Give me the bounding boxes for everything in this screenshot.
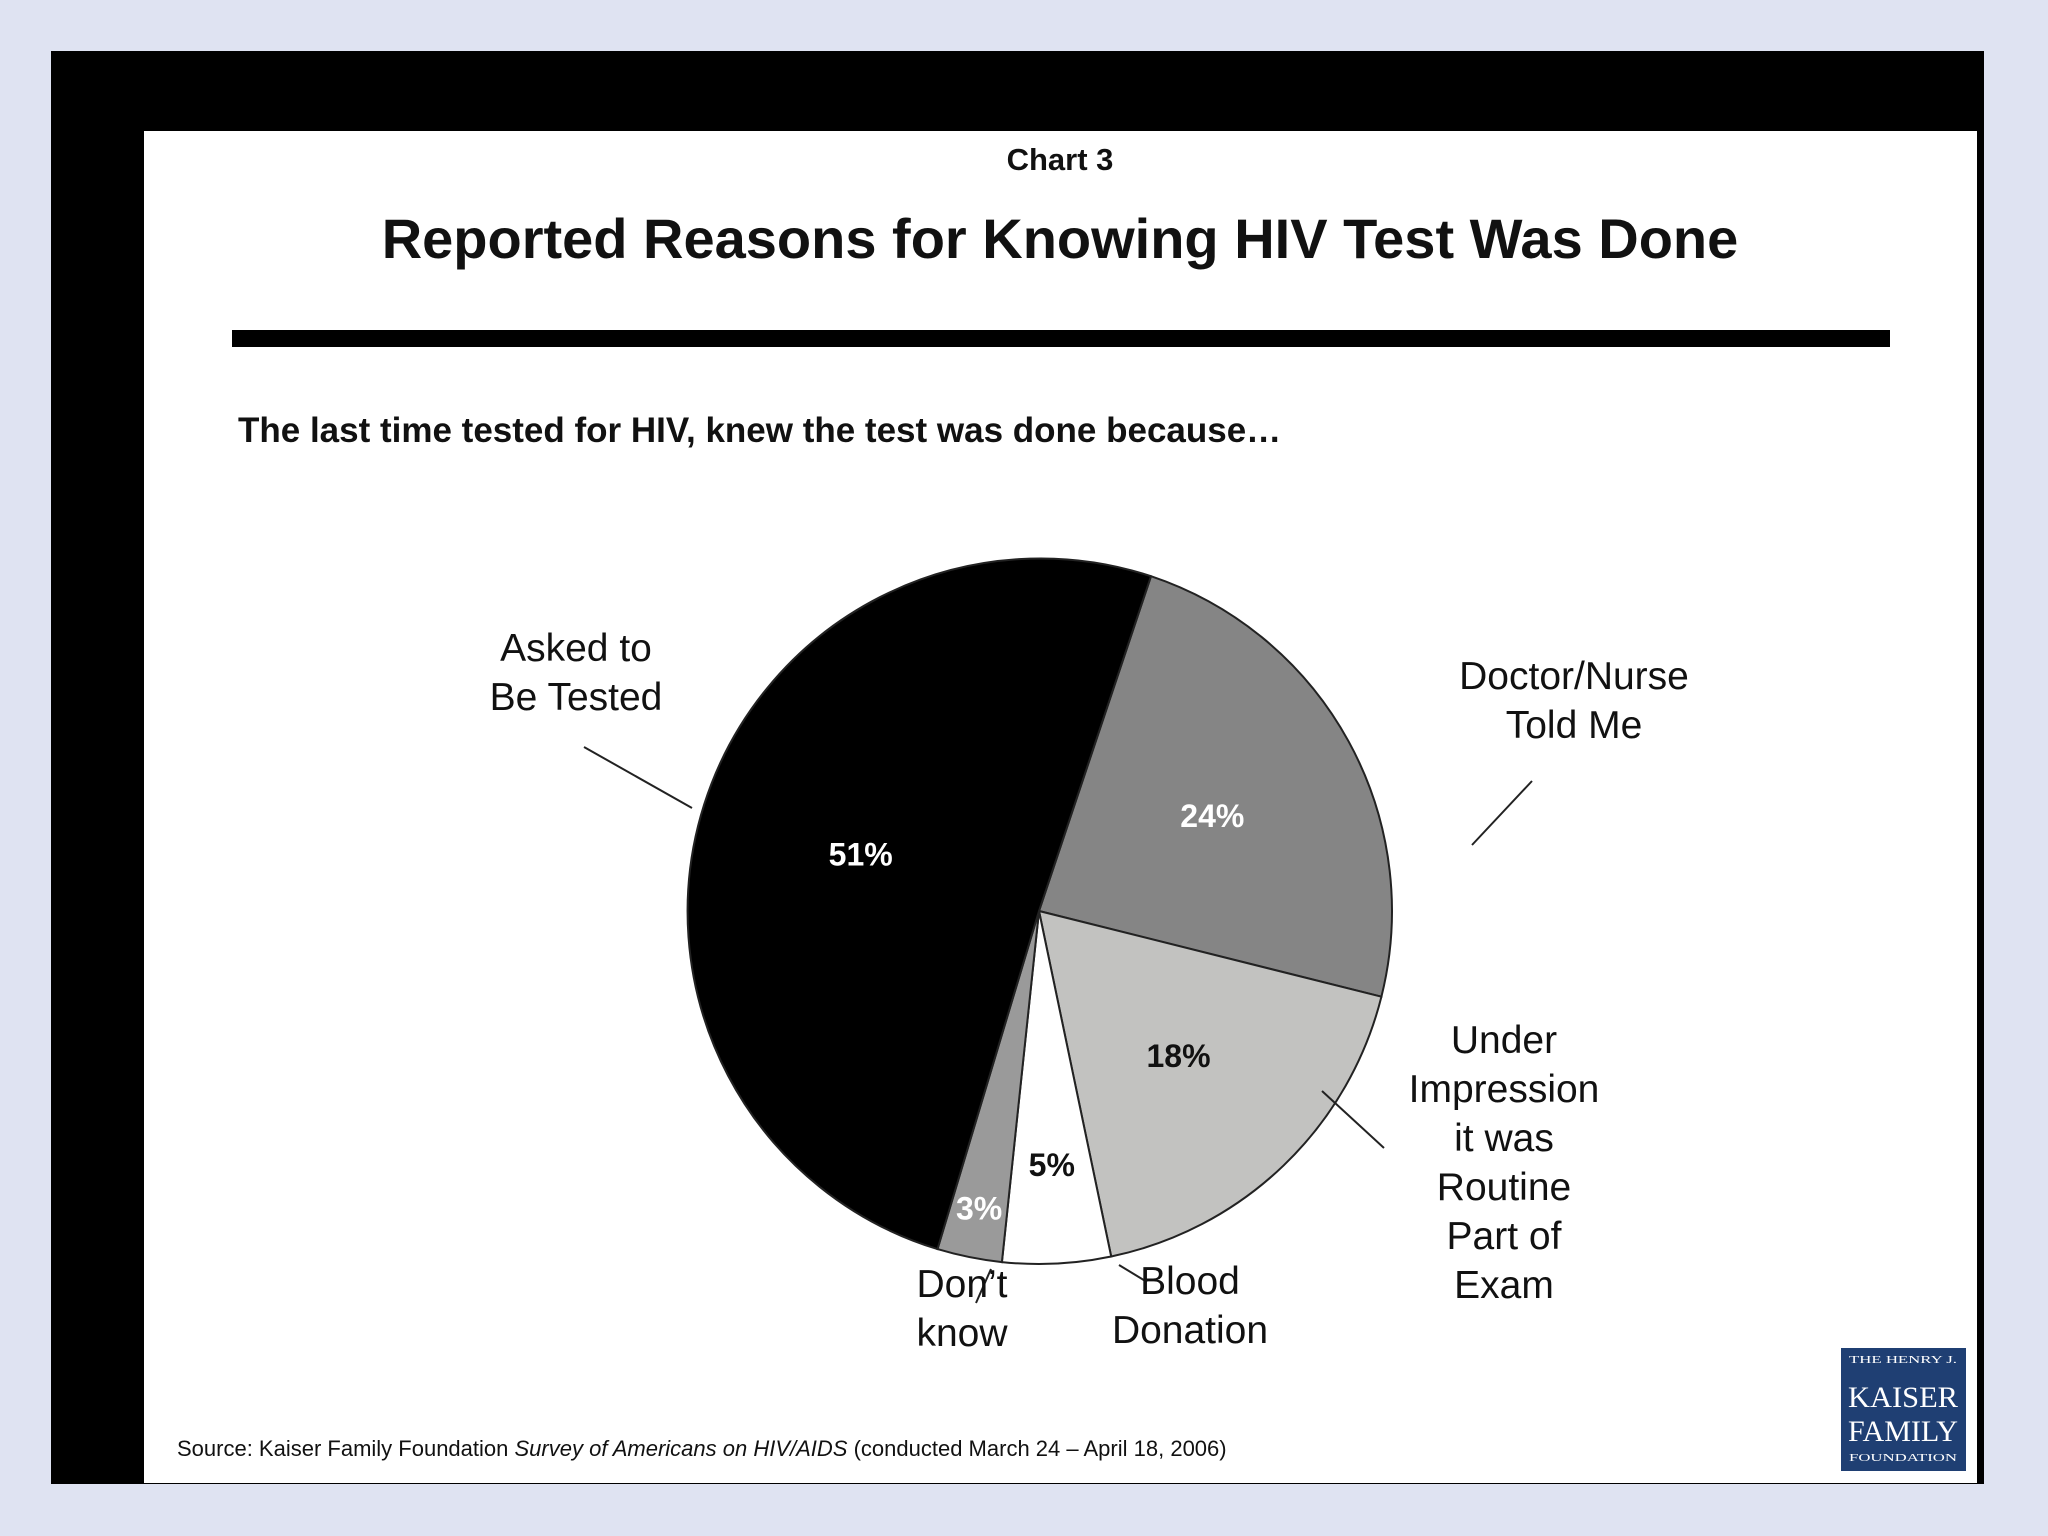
source-note: Source: Kaiser Family Foundation Survey … xyxy=(177,1436,1227,1461)
category-label-routine-exam: Under Impression it was Routine Part of Exam xyxy=(1409,1019,1600,1307)
title-rule xyxy=(232,330,1890,347)
category-label-line: Routine xyxy=(1437,1166,1571,1209)
category-label-line: Told Me xyxy=(1506,704,1643,747)
category-label-line: Part of xyxy=(1447,1215,1562,1258)
value-label-asked-to-be-tested: 51% xyxy=(829,836,893,872)
pie-slice-asked-to-be-tested xyxy=(686,557,1153,1251)
category-label-dont-know: Don’t know xyxy=(916,1263,1008,1355)
source-survey-title: Survey of Americans on HIV/AIDS xyxy=(515,1436,848,1461)
value-labels: 24% 18% 5% 3% 51% xyxy=(829,798,1245,1227)
logo-line: KAISER xyxy=(1848,1381,1958,1414)
value-label-doctor-nurse: 24% xyxy=(1180,798,1244,834)
value-label-dont-know: 3% xyxy=(956,1191,1002,1227)
source-prefix: Source: Kaiser Family Foundation xyxy=(177,1436,515,1461)
leader-line-doctor-nurse xyxy=(1471,780,1533,846)
chart-title: Reported Reasons for Knowing HIV Test Wa… xyxy=(382,207,1739,270)
category-label-line: Don’t xyxy=(916,1263,1007,1306)
value-label-blood-donation: 5% xyxy=(1029,1147,1075,1183)
category-label-line: Doctor/Nurse xyxy=(1459,655,1689,698)
source-suffix: (conducted March 24 – April 18, 2006) xyxy=(847,1436,1226,1461)
category-label-line: know xyxy=(916,1312,1008,1355)
value-label-routine-exam: 18% xyxy=(1146,1038,1210,1074)
category-labels: Doctor/Nurse Told Me Under Impression it was… xyxy=(490,627,1689,1355)
leader-lines xyxy=(583,746,1533,1304)
chart-figure: Chart 3 Reported Reasons for Knowing HIV… xyxy=(177,142,1966,1471)
pie-slices xyxy=(686,557,1393,1265)
pie-slice-doctor-nurse xyxy=(1037,574,1393,998)
leader-line-dont-know xyxy=(975,1268,992,1304)
logo-background xyxy=(1841,1348,1966,1471)
slide-frame: Chart 3 Reported Reasons for Knowing HIV… xyxy=(51,51,1984,1484)
logo-line: THE HENRY J. xyxy=(1849,1354,1957,1366)
category-label-line: Impression xyxy=(1409,1068,1600,1111)
category-label-line: it was xyxy=(1454,1117,1554,1160)
category-label-line: Under xyxy=(1451,1019,1557,1062)
leader-line-asked-to-be-tested xyxy=(583,746,693,809)
category-label-doctor-nurse: Doctor/Nurse Told Me xyxy=(1459,655,1689,747)
leader-line-blood-donation xyxy=(1118,1264,1148,1283)
category-label-line: Exam xyxy=(1454,1264,1554,1307)
category-label-line: Asked to xyxy=(500,627,652,670)
pie-slice-routine-exam xyxy=(1037,909,1383,1258)
category-label-asked-to-be-tested: Asked to Be Tested xyxy=(490,627,663,719)
slide: Chart 3 Reported Reasons for Knowing HIV… xyxy=(144,131,1977,1483)
category-label-line: Be Tested xyxy=(490,676,663,719)
logo-line: FAMILY xyxy=(1848,1415,1958,1448)
category-label-line: Blood xyxy=(1140,1260,1240,1303)
category-label-blood-donation: Blood Donation xyxy=(1112,1260,1268,1352)
logo-line: FOUNDATION xyxy=(1849,1453,1957,1464)
chart-number: Chart 3 xyxy=(1007,142,1114,177)
chart-subtitle: The last time tested for HIV, knew the t… xyxy=(238,411,1281,450)
category-label-line: Donation xyxy=(1112,1309,1268,1352)
leader-line-routine-exam xyxy=(1321,1090,1385,1149)
